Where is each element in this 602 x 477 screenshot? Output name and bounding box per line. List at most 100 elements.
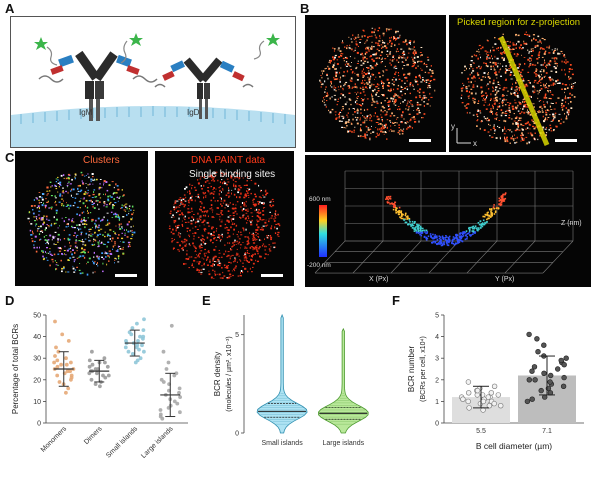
localization-dot [83,211,85,213]
localization-dot [504,126,505,129]
point [480,224,482,227]
localization-dot [88,176,90,179]
localization-dot [397,50,399,52]
localization-dot [414,52,417,54]
localization-dot [234,239,236,242]
localization-dot [515,82,517,84]
localization-dot [377,90,380,92]
point [461,240,464,243]
localization-dot [124,210,127,212]
point [498,197,501,200]
localization-dot [259,217,261,219]
localization-dot [386,111,388,113]
localization-dot [548,52,551,54]
localization-dot [377,84,380,86]
localization-dot [122,194,125,197]
x-tick-label: Small islands [105,425,139,459]
localization-dot [506,94,508,96]
localization-dot [558,82,561,84]
localization-dot [131,213,134,216]
localization-dot [111,207,114,209]
localization-dot [225,172,227,175]
localization-dot [497,81,500,84]
localization-dot [415,51,417,53]
localization-dot [49,219,51,221]
point [440,242,442,244]
localization-dot [349,44,351,46]
localization-dot [536,58,539,60]
localization-dot [423,101,425,103]
localization-dot [534,132,536,134]
localization-dot [524,122,527,125]
localization-dot [64,245,66,248]
localization-dot [351,62,352,63]
localization-dot [505,113,508,114]
localization-dot [362,91,365,93]
localization-dot [390,129,392,131]
localization-dot [269,211,271,213]
localization-dot [245,247,248,249]
localization-dot [515,86,518,88]
localization-dot [541,77,543,79]
localization-dot [228,189,230,192]
localization-dot [487,76,490,78]
localization-dot [220,203,222,205]
localization-dot [117,237,119,239]
point [391,203,394,205]
localization-dot [199,225,201,227]
localization-dot [393,81,395,83]
localization-dot [365,47,367,50]
localization-dot [36,246,38,249]
localization-dot [69,204,72,207]
localization-dot [203,176,205,178]
localization-dot [521,132,523,135]
localization-dot [130,209,132,211]
data-point [69,377,73,382]
localization-dot [38,201,40,204]
localization-dot [266,224,269,226]
localization-dot [547,87,549,89]
localization-dot [408,105,410,107]
localization-dot [194,189,197,191]
localization-dot [84,191,87,193]
localization-dot [217,179,219,182]
point [451,242,453,244]
localization-dot [92,260,94,262]
localization-dot [485,98,487,100]
localization-dot [33,216,36,218]
localization-dot [42,258,45,261]
localization-dot [380,44,383,46]
localization-dot [181,240,183,243]
point [396,207,398,210]
localization-dot [389,101,391,103]
localization-dot [244,246,247,248]
localization-dot [402,111,404,114]
localization-dot [329,111,332,114]
localization-dot [232,218,235,220]
localization-dot [62,174,65,176]
localization-dot [393,115,396,117]
point [457,242,460,244]
localization-dot [348,36,350,38]
localization-dot [378,118,380,121]
localization-dot [188,205,190,206]
localization-dot [419,88,422,91]
localization-dot [521,54,522,56]
grid-line [466,240,498,274]
localization-dot [540,85,542,87]
point [410,225,412,227]
localization-dot [247,270,249,273]
point [414,228,416,231]
localization-dot [180,201,183,203]
localization-dot [549,91,552,93]
localization-dot [412,52,415,54]
localization-dot [173,206,175,208]
localization-dot [494,43,496,45]
localization-dot [539,100,542,101]
localization-dot [413,118,416,120]
localization-dot [542,71,545,73]
localization-dot [513,91,516,94]
localization-dot [461,72,463,74]
localization-dot [213,264,215,266]
localization-dot [236,252,238,255]
